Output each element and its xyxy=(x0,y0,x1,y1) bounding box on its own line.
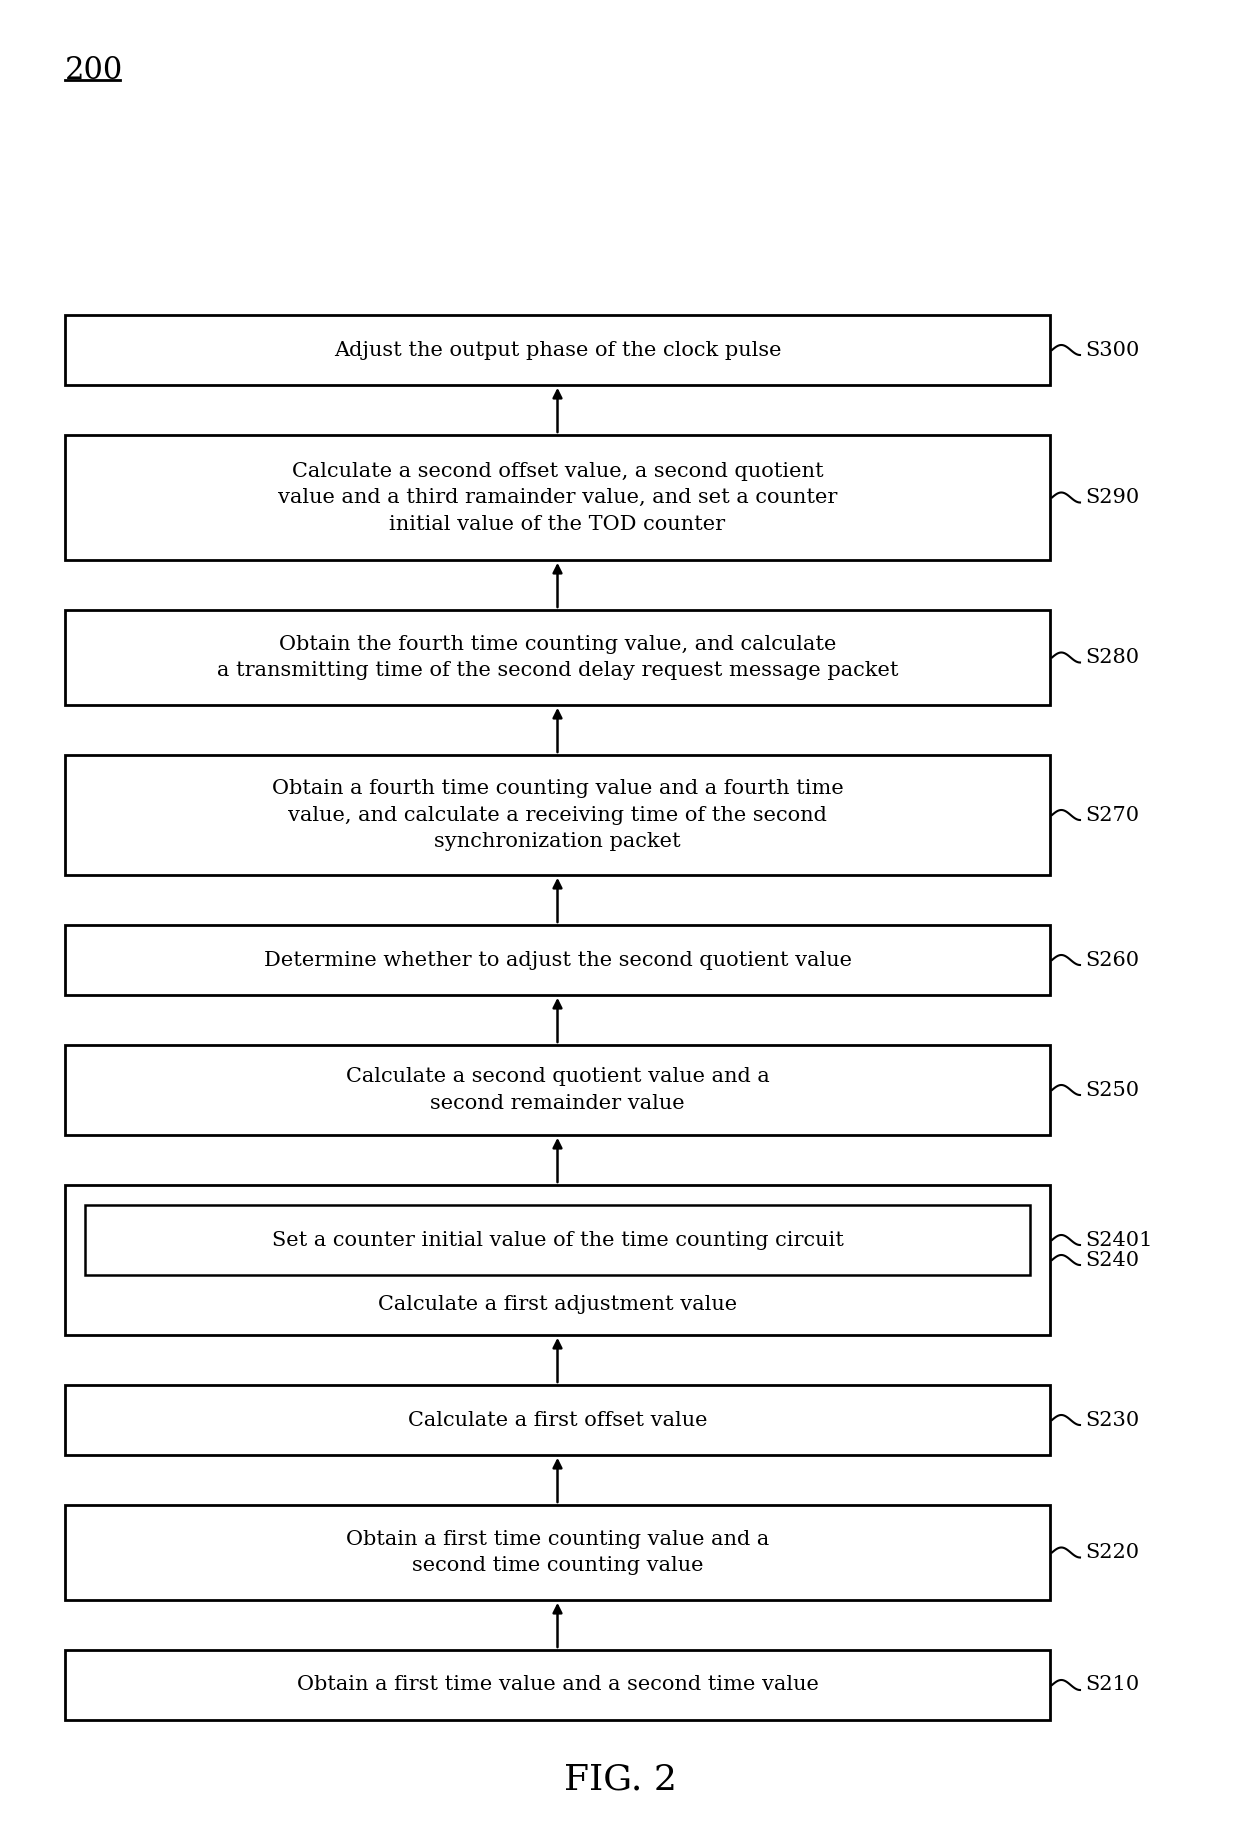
Bar xyxy=(64,924,1050,994)
Text: S210: S210 xyxy=(1085,1675,1140,1694)
Bar xyxy=(64,755,1050,874)
Text: Determine whether to adjust the second quotient value: Determine whether to adjust the second q… xyxy=(263,950,852,970)
Text: FIG. 2: FIG. 2 xyxy=(563,1764,677,1797)
Bar xyxy=(64,315,1050,385)
Text: Obtain a first time value and a second time value: Obtain a first time value and a second t… xyxy=(296,1675,818,1694)
Text: Set a counter initial value of the time counting circuit: Set a counter initial value of the time … xyxy=(272,1230,843,1250)
Bar xyxy=(64,1650,1050,1719)
Text: S220: S220 xyxy=(1085,1543,1140,1561)
Text: Calculate a second quotient value and a
second remainder value: Calculate a second quotient value and a … xyxy=(346,1068,769,1112)
Text: Obtain a first time counting value and a
second time counting value: Obtain a first time counting value and a… xyxy=(346,1530,769,1576)
Bar xyxy=(64,1504,1050,1600)
Text: S250: S250 xyxy=(1085,1081,1140,1099)
Text: Calculate a first adjustment value: Calculate a first adjustment value xyxy=(378,1296,737,1314)
Bar xyxy=(64,434,1050,560)
Text: S280: S280 xyxy=(1085,648,1140,666)
Text: Adjust the output phase of the clock pulse: Adjust the output phase of the clock pul… xyxy=(334,341,781,359)
Bar xyxy=(64,609,1050,705)
Bar xyxy=(64,1046,1050,1136)
Bar xyxy=(64,1384,1050,1454)
Text: Calculate a second offset value, a second quotient
value and a third ramainder v: Calculate a second offset value, a secon… xyxy=(278,462,837,534)
Text: S230: S230 xyxy=(1085,1410,1140,1429)
Text: Obtain a fourth time counting value and a fourth time
value, and calculate a rec: Obtain a fourth time counting value and … xyxy=(272,779,843,851)
Bar xyxy=(86,1206,1030,1276)
Text: S290: S290 xyxy=(1085,488,1140,506)
Text: S300: S300 xyxy=(1085,341,1140,359)
Text: S2401: S2401 xyxy=(1085,1230,1152,1250)
Text: S240: S240 xyxy=(1085,1250,1140,1270)
Text: S270: S270 xyxy=(1085,806,1140,825)
Text: Calculate a first offset value: Calculate a first offset value xyxy=(408,1410,707,1429)
Text: Obtain the fourth time counting value, and calculate
a transmitting time of the : Obtain the fourth time counting value, a… xyxy=(217,635,898,681)
Text: S260: S260 xyxy=(1085,950,1140,970)
Text: 200: 200 xyxy=(64,55,123,87)
Bar xyxy=(64,1186,1050,1335)
